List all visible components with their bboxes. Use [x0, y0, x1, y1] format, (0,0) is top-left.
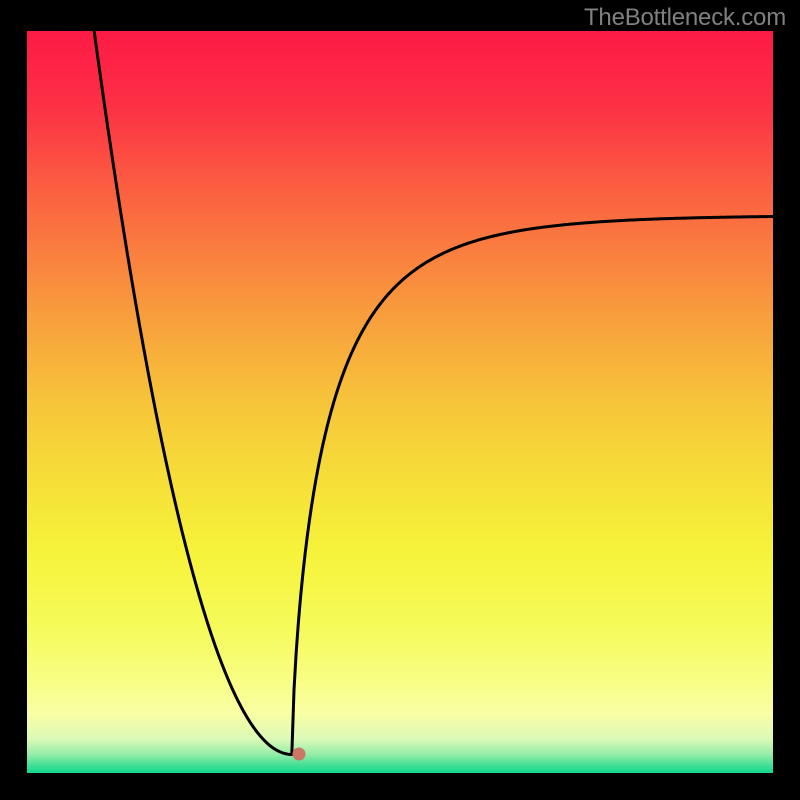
vertex-marker — [293, 748, 306, 761]
bottleneck-curve — [94, 31, 773, 754]
plot-area — [27, 31, 773, 773]
chart-frame: TheBottleneck.com — [0, 0, 800, 800]
curve-overlay — [27, 31, 773, 773]
watermark-text: TheBottleneck.com — [584, 4, 786, 32]
